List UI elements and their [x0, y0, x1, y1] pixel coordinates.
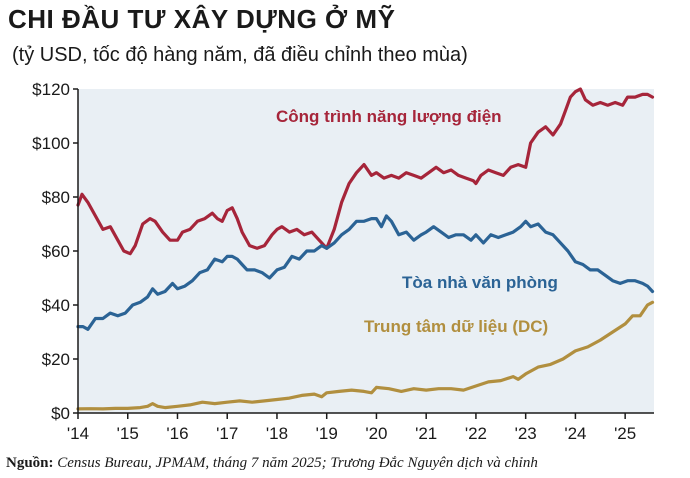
x-axis: '14 '15 '16 '17 '18 '19 '20 '21 '22 '23 '24 '25 [67, 413, 636, 443]
plot-area [78, 89, 654, 413]
y-axis: $0 $20 $40 $60 $80 $100 $120 [32, 80, 78, 423]
y-tick-label: $120 [32, 80, 70, 99]
y-tick-label: $40 [42, 296, 70, 315]
datacenter-line [76, 300, 655, 411]
x-tick-label: '20 [365, 424, 387, 443]
y-tick-label: $20 [42, 350, 70, 369]
y-tick-label: $60 [42, 242, 70, 261]
x-tick-label: '19 [316, 424, 338, 443]
x-tick-label: '25 [614, 424, 636, 443]
chart-title: CHI ĐẦU TƯ XÂY DỰNG Ở MỸ [8, 4, 396, 34]
source-text: Census Bureau, JPMAM, tháng 7 năm 2025; … [57, 455, 538, 471]
power-line [76, 87, 655, 256]
x-tick-label: '17 [216, 424, 238, 443]
source-prefix: Nguồn: [6, 455, 54, 471]
series-lines [76, 87, 655, 411]
x-tick-label: '14 [67, 424, 89, 443]
x-tick-label: '24 [564, 424, 586, 443]
x-tick-label: '23 [515, 424, 537, 443]
y-tick-label: $100 [32, 134, 70, 153]
label-power-construction: Công trình năng lượng điện [276, 107, 502, 126]
y-tick-label: $0 [51, 404, 70, 423]
x-tick-label: '15 [117, 424, 139, 443]
x-tick-label: '22 [465, 424, 487, 443]
source-note: Nguồn: Census Bureau, JPMAM, tháng 7 năm… [6, 455, 538, 472]
x-tick-label: '21 [415, 424, 437, 443]
chart-subtitle: (tỷ USD, tốc độ hàng năm, đã điều chỉnh … [12, 44, 468, 66]
x-tick-label: '18 [266, 424, 288, 443]
series-labels: Công trình năng lượng điện Tòa nhà văn p… [276, 107, 558, 336]
y-tick-label: $80 [42, 188, 70, 207]
x-tick-label: '16 [166, 424, 188, 443]
label-data-centers: Trung tâm dữ liệu (DC) [364, 317, 548, 336]
office-line [76, 214, 655, 331]
label-office-buildings: Tòa nhà văn phòng [402, 273, 558, 292]
